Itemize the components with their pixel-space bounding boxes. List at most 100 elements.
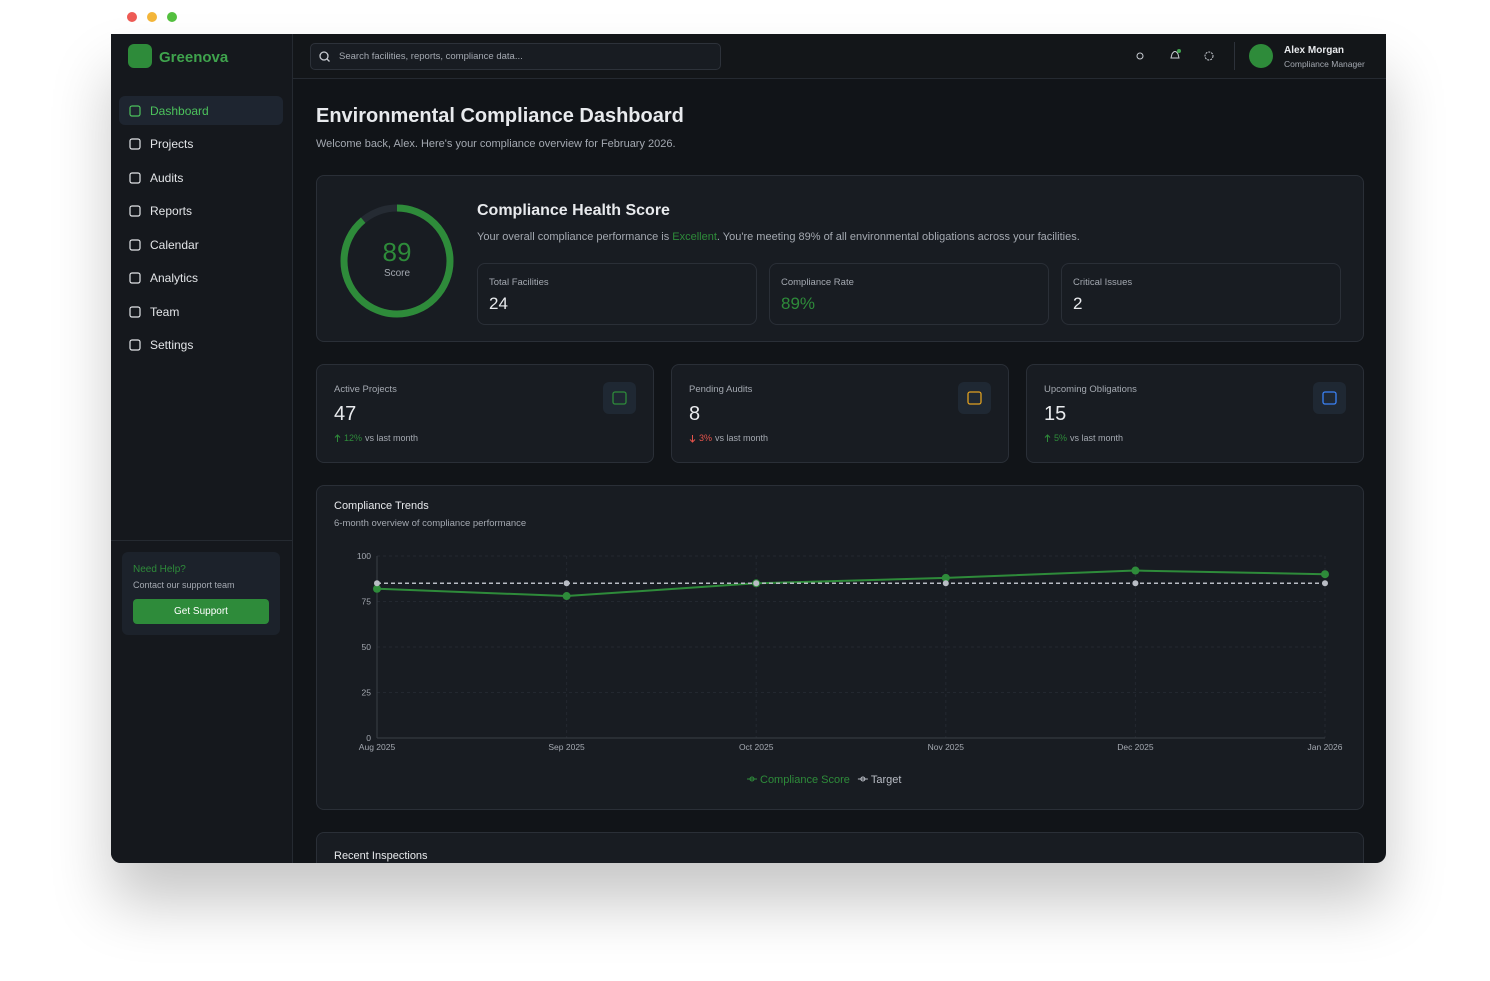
icon [967,391,982,405]
desc-highlight: Excellent [672,231,717,243]
nav-label: Calendar [150,237,199,252]
y-tick-label: 0 [366,733,371,743]
metric-value: 89% [781,294,816,313]
app-window: Greenova Dashboard Projects Audits Reports C… [111,34,1386,863]
maximize-dot[interactable] [167,12,177,22]
series-line [376,569,1326,598]
nav-label: Audits [150,170,184,185]
stat-icon [958,382,991,414]
metric-card: Critical Issues 2 [1061,263,1341,325]
nav-item[interactable]: Analytics [119,264,283,293]
chart-card: Compliance Trends 6-month overview of co… [316,485,1364,810]
nav-item[interactable]: Settings [119,331,283,360]
nav-icon [129,171,141,184]
stat-change: 5% vs last month [1044,433,1123,443]
page-subtitle: Welcome back, Alex. Here's your complian… [316,138,676,150]
divider [111,540,292,541]
arrow-icon [1044,433,1051,442]
x-tick-label: Oct 2025 [739,742,774,752]
score-ring [340,204,454,318]
help-text: Contact our support team [133,580,235,590]
y-tick-label: 100 [357,551,371,561]
settings-icon[interactable] [1203,50,1215,62]
user-name: Alex Morgan [1284,45,1345,56]
metric-card: Total Facilities 24 [477,263,757,325]
icon [1322,391,1337,405]
nav-icon [129,205,141,217]
stat-card: Upcoming Obligations 15 5% vs last month [1026,364,1364,463]
health-card: 89 Score Compliance Health Score Your ov… [316,175,1364,342]
nav-item[interactable]: Team [119,297,283,326]
nav-item[interactable]: Calendar [119,230,283,259]
legend-label: Compliance Score [760,774,850,786]
x-tick-label: Dec 2025 [1117,742,1154,752]
nav-label: Analytics [150,271,199,285]
user-role: Compliance Manager [1284,59,1365,69]
minimize-dot[interactable] [147,12,157,22]
inspections-card: Recent Inspections [316,832,1364,863]
metric-label: Total Facilities [489,277,549,288]
stat-card: Active Projects 47 12% vs last month [316,364,654,463]
close-dot[interactable] [127,12,137,22]
x-tick-label: Jan 2026 [1308,742,1343,752]
arrow-icon [334,433,341,442]
data-point [563,580,570,587]
support-button[interactable]: Get Support [133,599,269,624]
x-tick-label: Aug 2025 [359,742,396,752]
search-placeholder: Search facilities, reports, compliance d… [339,51,523,62]
nav-item[interactable]: Dashboard [119,96,283,125]
data-point [374,580,380,587]
data-point [562,592,571,601]
data-point [941,573,950,582]
arrow-icon [689,434,696,443]
search-box[interactable]: Search facilities, reports, compliance d… [310,43,721,70]
nav-icon [129,238,141,251]
nav-label: Projects [150,137,194,151]
legend-label: Target [871,774,902,786]
nav-icon [129,272,141,284]
y-tick-label: 25 [362,688,372,698]
nav-label: Settings [150,338,194,352]
data-point [942,580,949,587]
sidebar: Greenova Dashboard Projects Audits Reports C… [111,34,293,863]
desc-text: . You're meeting 89% of all environmenta… [716,231,1080,243]
nav-icon [129,104,141,117]
change-value: 12% [344,433,363,443]
metric-label: Critical Issues [1073,277,1133,288]
metric-label: Compliance Rate [781,277,854,288]
stat-icon [1313,382,1346,414]
nav-item[interactable]: Projects [119,130,283,159]
notifications-icon[interactable] [1169,49,1181,62]
stat-change: 12% vs last month [334,433,418,443]
stat-value: 8 [689,403,701,425]
stat-label: Upcoming Obligations [1044,384,1137,395]
icon [612,391,627,405]
nav-item[interactable]: Reports [119,197,283,226]
x-tick-label: Nov 2025 [928,742,965,752]
topbar: Search facilities, reports, compliance d… [293,34,1386,79]
stat-icon [603,382,636,414]
theme-icon[interactable] [1134,50,1146,62]
nav-item[interactable]: Audits [119,163,283,192]
nav-label: Team [150,304,180,319]
data-point [1321,570,1329,579]
change-value: 3% [699,433,713,443]
data-point [1132,580,1139,587]
score-label: Score [383,268,411,279]
chart-subtitle: 6-month overview of compliance performan… [334,518,526,529]
nav-icon [129,138,141,150]
data-point [753,580,760,587]
score-value: 89 [382,237,412,267]
metric-value: 24 [489,294,508,313]
avatar[interactable] [1249,44,1273,68]
metric-value: 2 [1073,294,1083,313]
chart: Compliance Trends 6-month overview of co… [334,500,1343,786]
inspections-title: Recent Inspections [334,850,428,862]
brand: Greenova [159,49,229,66]
nav-label: Dashboard [150,103,209,118]
legend-swatch [749,776,755,782]
y-tick-label: 50 [362,642,372,652]
help-box: Need Help? Contact our support team Get … [122,552,280,635]
stat-value: 15 [1044,403,1067,425]
